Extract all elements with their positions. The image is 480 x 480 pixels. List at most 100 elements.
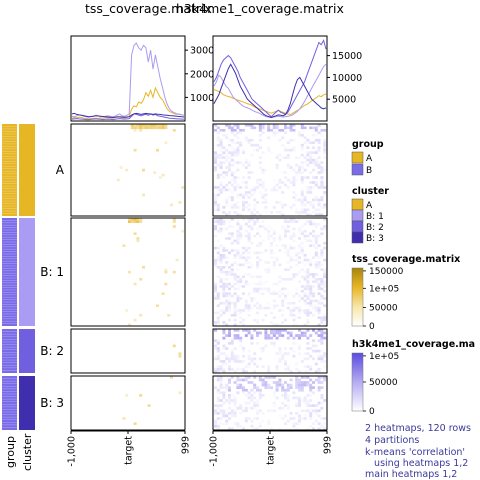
heatmap-cell (261, 186, 265, 189)
heatmap-cell (214, 294, 217, 298)
legend-tick-label-tss: 0 (369, 322, 375, 332)
heatmap-cell (300, 376, 304, 379)
heatmap-cell (275, 304, 279, 307)
x-tick-label: -1,000 (67, 436, 78, 467)
heatmap-cell (309, 299, 313, 303)
heatmap-cell (216, 424, 220, 428)
heatmap-cell (289, 314, 293, 317)
heatmap-cell (272, 404, 276, 408)
heatmap-cell (303, 211, 307, 214)
heatmap-cell (258, 128, 262, 132)
heatmap-cell (250, 263, 254, 267)
group-annotation-bar (2, 376, 17, 430)
heatmap-cell (250, 266, 254, 269)
heatmap-cell (295, 193, 299, 197)
heatmap-cell (258, 347, 262, 350)
heatmap-cell (306, 239, 310, 243)
heatmap-cell (323, 280, 327, 283)
heatmap-cell (323, 138, 327, 142)
heatmap-cell (264, 381, 268, 384)
heatmap-cell (153, 126, 157, 130)
heatmap-cell (236, 251, 240, 255)
heatmap-cell (233, 422, 237, 426)
heatmap-cell (275, 258, 279, 262)
heatmap-cell (247, 246, 251, 250)
heatmap-cell (292, 239, 296, 243)
heatmap-cell (239, 186, 243, 189)
heatmap-cell (225, 309, 229, 312)
heatmap-cell (314, 225, 318, 228)
heatmap-cell (242, 263, 245, 267)
heatmap-cell (261, 124, 265, 127)
heatmap-cell (267, 261, 271, 264)
legend-tick-label-tss: 1e+05 (369, 284, 399, 294)
heatmap-cell (247, 218, 251, 221)
heatmap-cell (312, 304, 315, 307)
heatmap-cell (289, 256, 293, 259)
heatmap-cell (244, 201, 248, 204)
heatmap-cell (309, 287, 313, 291)
cluster-annotation-bar (19, 124, 35, 216)
heatmap-cell (214, 339, 217, 343)
heatmap-cell (272, 178, 276, 182)
heatmap-cell (258, 280, 262, 283)
heatmap-cell (298, 386, 301, 390)
heatmap-cell (298, 163, 301, 167)
heatmap-cell (247, 176, 251, 179)
heatmap-cell (214, 208, 217, 212)
heatmap-cell (267, 376, 271, 379)
heatmap-cell (320, 206, 324, 209)
heatmap-cell (242, 309, 245, 312)
heatmap-cell (278, 357, 282, 361)
heatmap-cell (178, 391, 182, 395)
heatmap-cell (233, 148, 237, 152)
heatmap-cell (275, 156, 279, 159)
heatmap-cell (278, 427, 282, 431)
heatmap-cell (323, 227, 327, 231)
heatmap-cell (275, 292, 279, 295)
heatmap-cell (303, 136, 307, 140)
heatmap-cell (295, 378, 299, 382)
heatmap-cell (242, 193, 245, 197)
heatmap-cell (219, 191, 223, 194)
heatmap-cell (156, 124, 159, 127)
heatmap-cell (264, 268, 268, 271)
heatmap-cell (289, 237, 293, 240)
profile-y-tick-label: 10000 (332, 73, 362, 84)
heatmap-cell (253, 275, 257, 279)
heatmap-cell (317, 285, 321, 288)
heatmap-cell (256, 365, 259, 368)
heatmap-cell (284, 287, 287, 291)
heatmap-cell (247, 391, 251, 395)
heatmap-cell (258, 124, 262, 127)
heatmap-cell (312, 294, 315, 298)
heatmap-cell (312, 314, 315, 317)
heatmap-cell (286, 186, 290, 189)
heatmap-cell (219, 161, 223, 164)
heatmap-cell (300, 383, 304, 387)
heatmap-cell (267, 334, 271, 337)
heatmap-cell (267, 234, 271, 238)
heatmap-cell (300, 370, 304, 374)
heatmap-cell (256, 331, 259, 335)
heatmap-cell (225, 183, 229, 187)
heatmap-cell (295, 422, 299, 426)
heatmap-cell (258, 331, 262, 335)
heatmap-cell (233, 178, 237, 182)
heatmap-cell (214, 409, 217, 413)
heatmap-cell (228, 220, 231, 223)
heatmap-cell (147, 124, 151, 127)
heatmap-cell (147, 126, 151, 130)
heatmap-cell (219, 148, 223, 152)
heatmap-cell (298, 166, 301, 169)
heatmap-cell (256, 287, 259, 291)
heatmap-cell (317, 201, 321, 204)
heatmap-cell (244, 183, 248, 187)
heatmap-cell (306, 261, 310, 264)
heatmap-cell (216, 251, 220, 255)
heatmap-cell (253, 198, 257, 202)
heatmap-cell (225, 256, 229, 259)
title-tss: tss_coverage.matrix (85, 1, 212, 16)
heatmap-cell (261, 171, 265, 174)
heatmap-cell (281, 394, 285, 397)
